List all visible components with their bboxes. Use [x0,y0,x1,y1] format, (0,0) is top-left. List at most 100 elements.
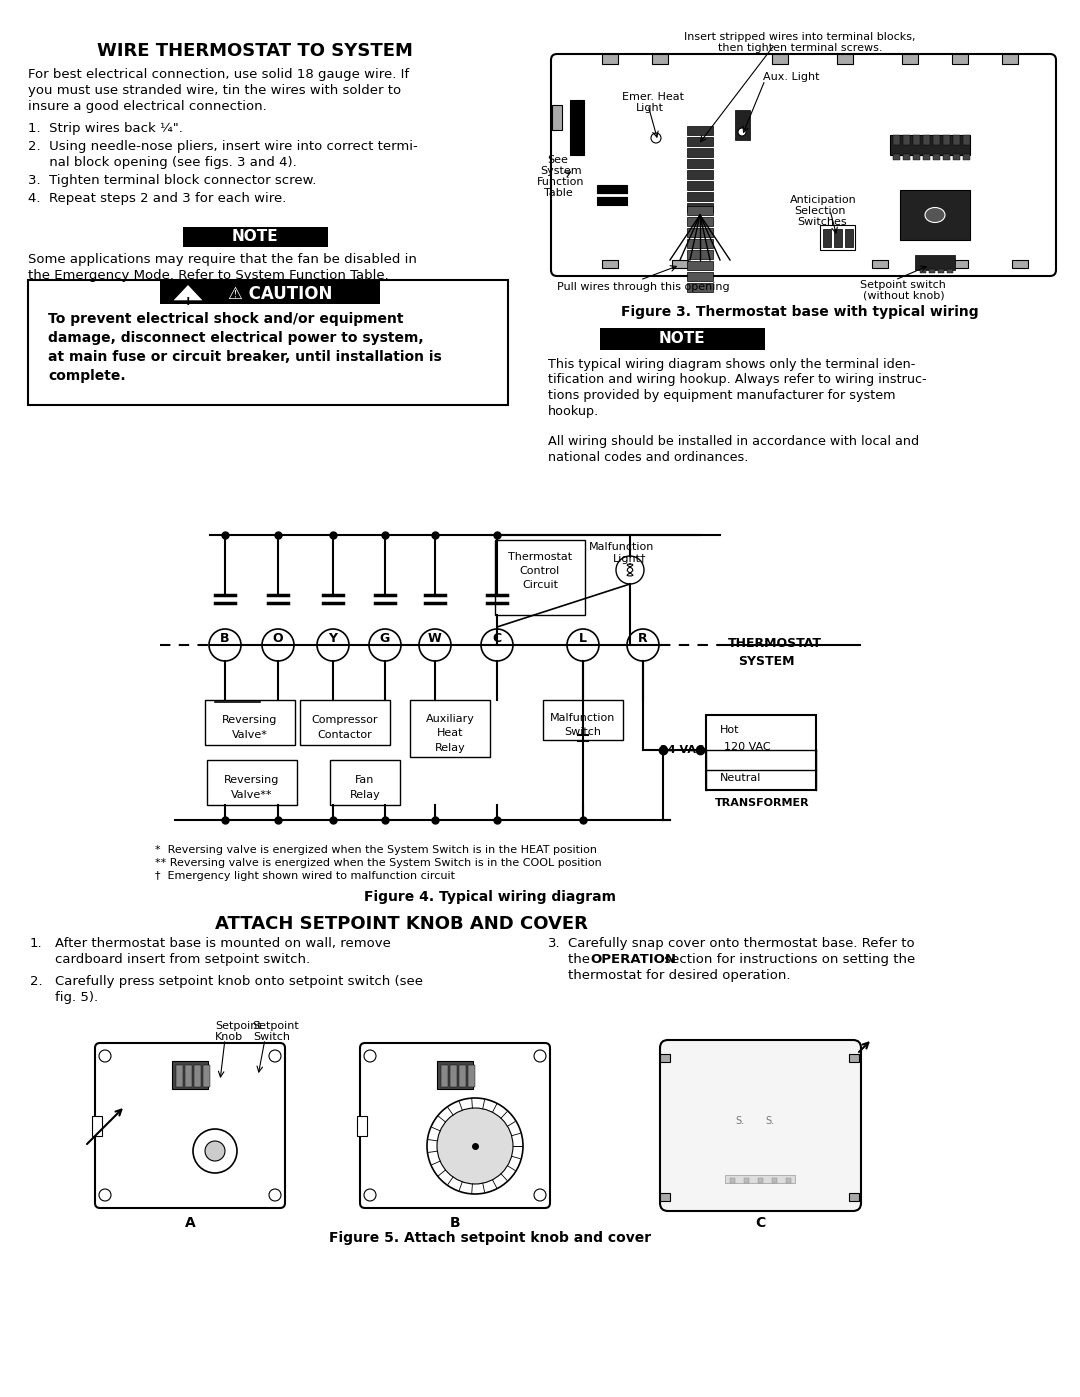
Text: This typical wiring diagram shows only the terminal iden-: This typical wiring diagram shows only t… [548,358,916,372]
Bar [687,261,713,270]
Bar [943,154,950,161]
Text: Aux. Light: Aux. Light [762,73,820,82]
Text: section for instructions on setting the: section for instructions on setting the [660,953,915,965]
Circle shape [369,629,401,661]
Text: ⚠ CAUTION: ⚠ CAUTION [228,285,333,303]
Bar [744,1178,750,1183]
Text: you must use stranded wire, tin the wires with solder to: you must use stranded wire, tin the wire… [28,84,401,96]
Bar [176,1065,183,1087]
Bar [951,260,968,268]
Bar [1012,260,1028,268]
Text: Malfunction: Malfunction [551,714,616,724]
Text: NOTE: NOTE [232,229,279,244]
Text: then tighten terminal screws.: then tighten terminal screws. [718,43,882,53]
Bar [203,1065,210,1087]
Text: national codes and ordinances.: national codes and ordinances. [548,451,748,464]
Bar [890,136,970,155]
Text: For best electrical connection, use solid 18 gauge wire. If: For best electrical connection, use soli… [28,68,409,81]
Text: Malfunction: Malfunction [590,542,654,552]
Bar [602,260,618,268]
Bar [92,1116,102,1136]
Bar [923,136,930,145]
Circle shape [437,1108,513,1185]
Bar [939,270,944,272]
Text: Figure 4. Typical wiring diagram: Figure 4. Typical wiring diagram [364,890,616,904]
Text: 4.  Repeat steps 2 and 3 for each wire.: 4. Repeat steps 2 and 3 for each wire. [28,191,286,205]
Text: 120 VAC: 120 VAC [724,742,771,752]
Bar [687,159,713,168]
Text: Light: Light [636,103,664,113]
Circle shape [616,556,644,584]
Text: Auxiliary: Auxiliary [426,714,474,724]
Text: Heat: Heat [436,728,463,739]
Circle shape [364,1051,376,1062]
Text: nal block opening (see figs. 3 and 4).: nal block opening (see figs. 3 and 4). [28,156,297,169]
Bar [903,154,910,161]
Bar [923,154,930,161]
Bar [543,700,623,740]
Text: 24 VAC: 24 VAC [660,745,704,754]
Text: O: O [272,631,283,644]
Bar [903,136,910,145]
Text: A: A [185,1215,195,1229]
Circle shape [99,1189,111,1201]
Text: L: L [579,631,588,644]
Bar [772,54,788,64]
FancyBboxPatch shape [360,1044,550,1208]
Bar [660,1193,670,1201]
Bar [552,105,562,130]
Text: (without knob): (without knob) [863,291,945,300]
Circle shape [269,1051,281,1062]
Text: tions provided by equipment manufacturer for system: tions provided by equipment manufacturer… [548,388,895,402]
Bar [160,279,380,305]
Text: Carefully snap cover onto thermostat base. Refer to: Carefully snap cover onto thermostat bas… [568,937,915,950]
Bar [687,182,713,190]
Bar [687,203,713,212]
FancyBboxPatch shape [95,1044,285,1208]
Text: Switch: Switch [253,1032,291,1042]
Text: W: W [428,631,442,644]
Text: C: C [492,631,501,644]
Text: SYSTEM: SYSTEM [738,655,795,668]
Text: the Emergency Mode. Refer to System Function Table.: the Emergency Mode. Refer to System Func… [28,270,389,282]
Bar [495,541,585,615]
Bar [963,136,970,145]
FancyBboxPatch shape [551,54,1056,277]
Bar [205,700,295,745]
Text: 1.  Strip wires back ¼".: 1. Strip wires back ¼". [28,122,183,136]
Bar [920,270,926,272]
Text: 2.  Using needle-nose pliers, insert wire into correct termi-: 2. Using needle-nose pliers, insert wire… [28,140,418,154]
Text: Figure 3. Thermostat base with typical wiring: Figure 3. Thermostat base with typical w… [621,305,978,319]
Text: B: B [449,1215,460,1229]
Bar [437,1060,473,1090]
Text: To prevent electrical shock and/or equipment: To prevent electrical shock and/or equip… [48,312,404,326]
Circle shape [419,629,451,661]
Bar [687,250,713,258]
Text: Some applications may require that the fan be disabled in: Some applications may require that the f… [28,253,417,265]
Text: Compressor: Compressor [312,715,378,725]
Text: THERMOSTAT: THERMOSTAT [728,637,822,650]
Bar [687,191,713,201]
Bar [837,54,853,64]
Bar [730,1178,735,1183]
Text: damage, disconnect electrical power to system,: damage, disconnect electrical power to s… [48,331,423,345]
Text: hookup.: hookup. [548,405,599,418]
Text: NOTE: NOTE [659,331,705,346]
Bar [410,700,490,757]
Text: Setpoint: Setpoint [252,1021,299,1031]
Bar [172,1060,208,1090]
Bar [929,270,935,272]
Text: G: G [380,631,390,644]
Bar [687,239,713,249]
Text: Pull wires through this opening: Pull wires through this opening [557,282,730,292]
Text: Light†: Light† [613,555,647,564]
Text: WIRE THERMOSTAT TO SYSTEM: WIRE THERMOSTAT TO SYSTEM [97,42,413,60]
Bar [687,205,713,215]
Text: Contactor: Contactor [318,731,373,740]
Bar [687,284,713,292]
Bar [687,126,713,136]
Text: S.: S. [735,1116,744,1126]
Bar [834,229,842,247]
Text: S.: S. [766,1116,774,1126]
Bar [687,137,713,147]
